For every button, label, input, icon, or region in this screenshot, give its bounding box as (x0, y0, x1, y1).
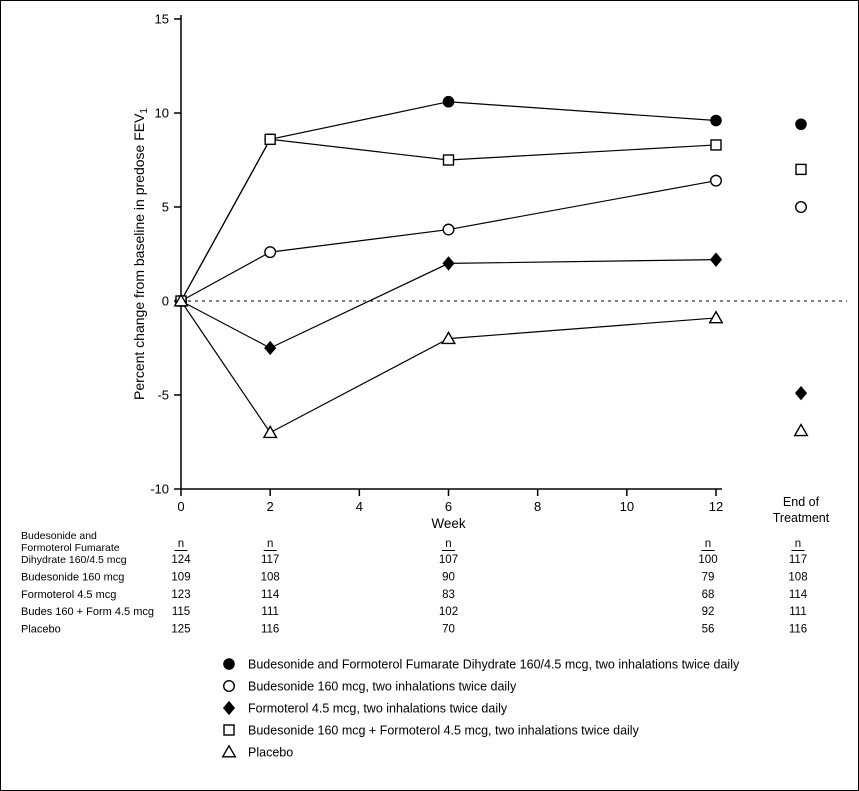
n-table-value: 114 (261, 589, 280, 601)
open-triangle-marker (793, 423, 809, 437)
n-table-value: 116 (261, 624, 279, 636)
series-line-4 (180, 300, 717, 434)
legend-label: Budesonide and Formoterol Fumarate Dihyd… (248, 658, 740, 672)
filled-diamond-marker (709, 252, 723, 267)
y-tick-label: -10 (150, 482, 169, 497)
n-table-value: 108 (261, 572, 280, 584)
n-table-row-label: Budes 160 + Form 4.5 mcg (21, 606, 154, 618)
n-table-header: n (267, 538, 273, 550)
filled-circle-marker (223, 658, 235, 670)
y-tick-label: 5 (162, 200, 169, 215)
n-table-value: 70 (442, 624, 455, 636)
n-table-value: 92 (702, 606, 715, 618)
open-triangle-marker (440, 330, 457, 345)
x-axis-ticks: 0 2 4 6 8 10 12 (177, 489, 723, 514)
n-table-header: n (178, 538, 184, 550)
n-table-value: 117 (261, 554, 279, 566)
n-table-header: n (795, 538, 801, 550)
open-circle-marker (264, 246, 277, 259)
legend-label: Placebo (248, 746, 293, 760)
filled-diamond-marker (442, 256, 455, 271)
n-table-header: n (705, 538, 711, 550)
legend-label: Budesonide 160 mcg + Formoterol 4.5 mcg,… (248, 724, 640, 738)
filled-circle-marker (795, 118, 807, 131)
open-square-marker (442, 154, 455, 166)
x-tick-label: 2 (267, 499, 274, 514)
x-tick-label: 4 (356, 499, 363, 514)
n-table-value: 56 (702, 624, 715, 636)
n-table-value: 124 (171, 554, 191, 566)
n-table-value: 108 (788, 572, 807, 584)
open-square-marker (264, 133, 276, 146)
n-table-row-label: Dihydrate 160/4.5 mcg (21, 554, 127, 566)
n-table-value: 83 (442, 589, 455, 601)
n-table-value: 107 (439, 554, 458, 566)
legend-label: Formoterol 4.5 mcg, two inhalations twic… (248, 702, 508, 716)
axes (180, 15, 722, 490)
open-circle-marker (710, 174, 723, 187)
x-tick-label: 10 (620, 499, 634, 514)
n-table-value: 109 (171, 572, 190, 584)
open-square-marker (223, 724, 235, 736)
series-markers (173, 95, 809, 439)
n-table-row-label: Formoterol 4.5 mcg (21, 589, 116, 601)
open-triangle-marker (221, 744, 237, 758)
n-table-header: n (445, 538, 451, 550)
n-table-row-label: Budesonide and (21, 530, 97, 542)
n-table-value: 90 (442, 572, 455, 584)
n-table-value: 115 (172, 606, 190, 618)
n-table-value: 111 (261, 606, 278, 618)
open-circle-marker (795, 200, 808, 213)
open-triangle-marker (173, 293, 189, 307)
y-axis-ticks: -10 -5 0 5 10 15 (150, 12, 181, 497)
n-table-value: 111 (789, 606, 806, 618)
x-tick-label: 6 (445, 499, 452, 514)
filled-circle-marker (442, 95, 455, 108)
filled-diamond-marker (264, 340, 277, 356)
y-tick-label: 10 (155, 106, 169, 121)
n-table-value: 68 (702, 589, 715, 601)
y-tick-label: 15 (155, 12, 169, 27)
filled-circle-marker (710, 114, 722, 127)
open-triangle-marker (708, 310, 724, 324)
legend: Budesonide and Formoterol Fumarate Dihyd… (221, 658, 740, 760)
open-triangle-marker (262, 424, 278, 439)
n-table-value: 117 (789, 554, 807, 566)
x-tick-label: 0 (177, 499, 184, 514)
n-table-value: 102 (439, 606, 458, 618)
n-table-value: 125 (171, 624, 190, 636)
n-table-value: 100 (698, 554, 717, 566)
open-circle-marker (222, 680, 235, 693)
x-tick-label: 12 (709, 499, 723, 514)
y-tick-label: 0 (162, 294, 169, 309)
series-line-1 (180, 180, 717, 302)
series-line-3 (180, 138, 717, 302)
n-table-row-label: Budesonide 160 mcg (21, 572, 124, 584)
n-table-value: 114 (789, 589, 808, 601)
series-line-0 (180, 101, 717, 302)
open-circle-marker (442, 223, 455, 236)
n-table-row-label: Formoterol Fumarate (21, 542, 120, 554)
y-axis-label: Percent change from baseline in predose … (131, 108, 150, 400)
legend-label: Budesonide 160 mcg, two inhalations twic… (248, 680, 517, 694)
end-of-treatment-column-label: Treatment (773, 511, 830, 525)
n-table-row-label: Placebo (21, 624, 61, 636)
end-of-treatment-column-label: End of (783, 495, 820, 509)
filled-diamond-marker (794, 385, 808, 401)
n-table-value: 123 (171, 589, 190, 601)
series-line-2 (180, 259, 717, 349)
x-axis-label: Week (431, 516, 466, 531)
open-square-marker (710, 139, 722, 151)
n-table-value: 79 (702, 572, 715, 584)
x-tick-label: 8 (534, 499, 541, 514)
series-lines (180, 101, 717, 434)
filled-diamond-marker (222, 700, 236, 716)
n-table-value: 116 (789, 624, 807, 636)
open-square-marker (795, 163, 807, 176)
y-tick-label: -5 (157, 388, 169, 403)
